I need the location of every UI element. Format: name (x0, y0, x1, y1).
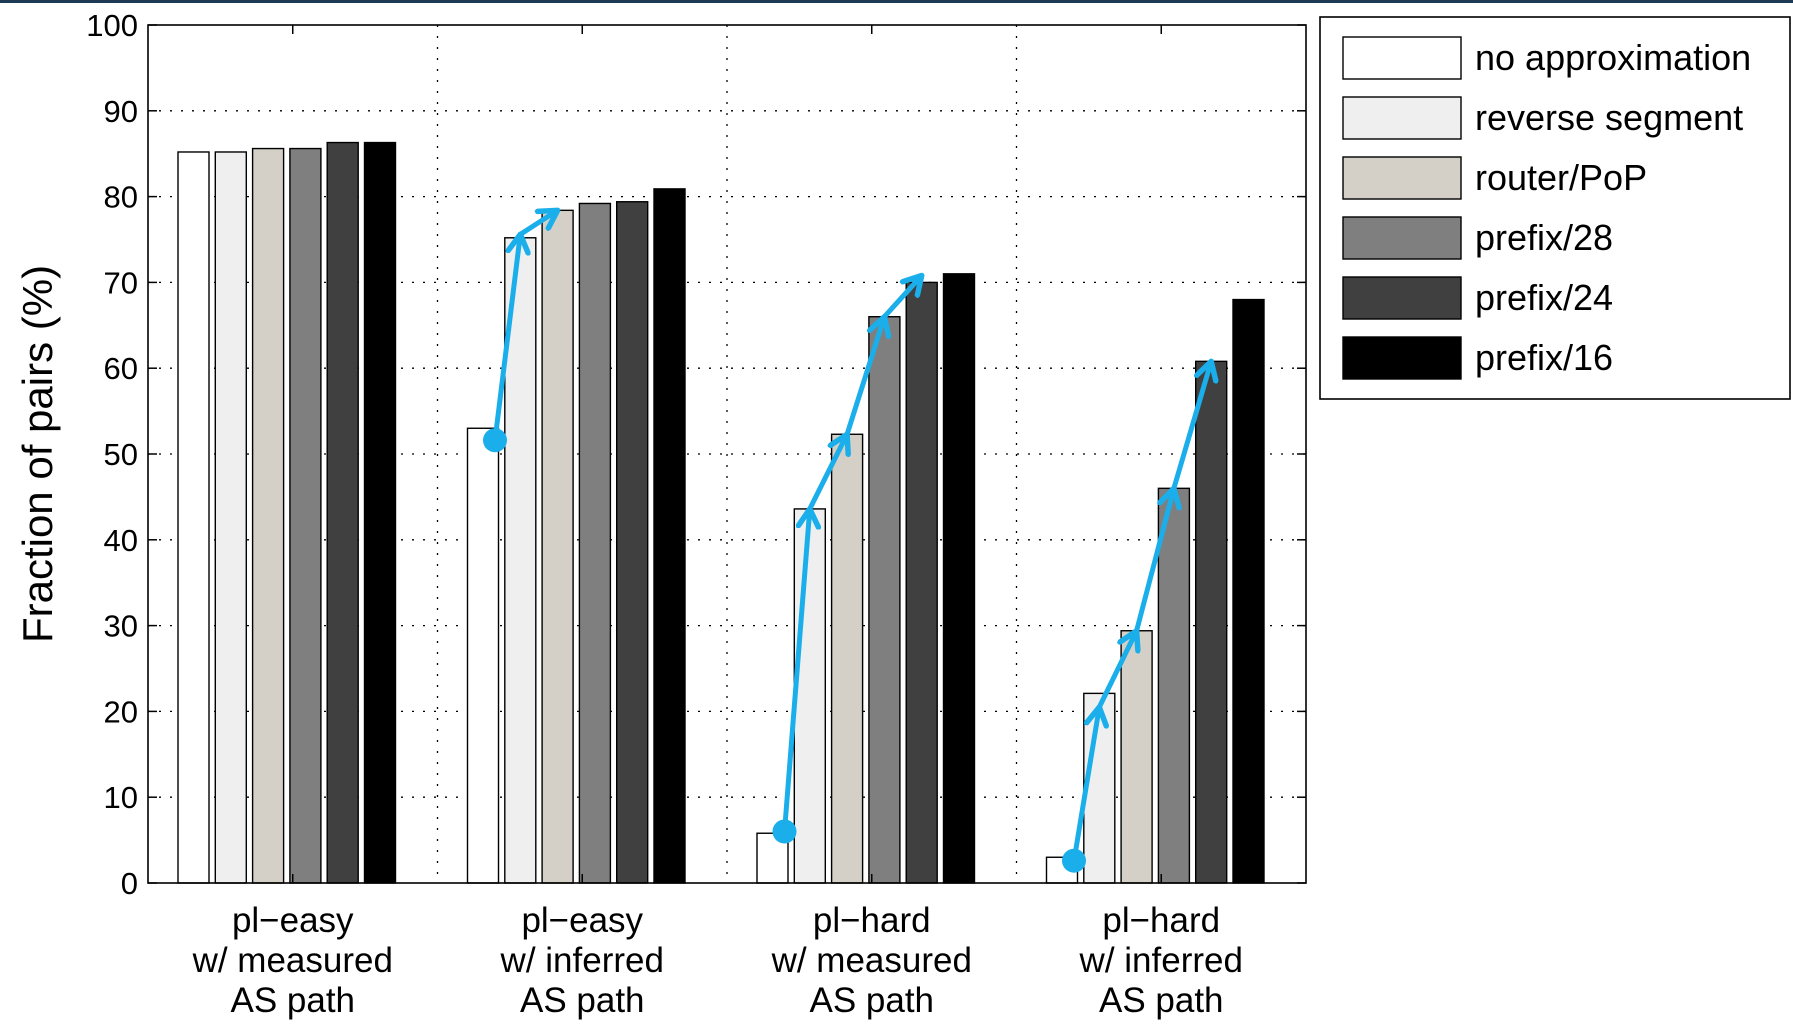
y-tick-label: 50 (104, 437, 138, 472)
legend-swatch (1342, 276, 1462, 320)
top-border (0, 0, 1793, 3)
bar (466, 427, 500, 884)
bar (1157, 487, 1191, 884)
x-category-label: AS path (520, 981, 645, 1020)
annotation-arrow (492, 234, 520, 443)
x-category-label: pl−easy (521, 901, 643, 940)
bars (177, 141, 1265, 884)
x-category-label: w/ measured (771, 941, 972, 980)
y-tick-label: 10 (104, 780, 138, 815)
y-axis-label: Fraction of pairs (%) (14, 265, 61, 643)
bar (793, 508, 826, 884)
bar (326, 141, 359, 884)
annotation-arrow (807, 434, 847, 512)
legend-label: router/PoP (1475, 157, 1647, 198)
y-tick-label: 70 (104, 265, 138, 300)
legend-swatch (1342, 36, 1462, 80)
bar (905, 281, 938, 884)
x-category-label: AS path (809, 981, 934, 1020)
y-tick-label: 30 (104, 609, 138, 644)
bar (942, 273, 976, 884)
grid (148, 25, 1306, 883)
y-tick-label: 60 (104, 351, 138, 386)
bar (251, 147, 285, 884)
x-category-label: AS path (1099, 981, 1224, 1020)
x-category-label: pl−hard (813, 901, 931, 940)
y-tick-label: 100 (86, 8, 138, 43)
x-category-label: pl−hard (1102, 901, 1220, 940)
y-tick-label: 90 (104, 94, 138, 129)
bar (541, 209, 574, 884)
annotation-arrow (881, 276, 921, 320)
legend-swatch (1342, 96, 1462, 140)
x-category-label: pl−easy (232, 901, 354, 940)
x-category-label: w/ measured (192, 941, 393, 980)
legend-swatch (1342, 336, 1462, 380)
legend-label: prefix/16 (1475, 337, 1613, 378)
x-category-label: w/ inferred (1079, 941, 1243, 980)
x-category-label: AS path (230, 981, 355, 1020)
bar (616, 201, 649, 884)
bar (1194, 360, 1228, 884)
x-category-label: w/ inferred (500, 941, 664, 980)
legend-label: no approximation (1475, 37, 1751, 78)
y-tick-label: 40 (104, 523, 138, 558)
annotation-arrow (1071, 707, 1099, 864)
bar (830, 433, 864, 884)
annotation-arrow (1171, 361, 1211, 491)
legend-swatch (1342, 216, 1462, 260)
annotation-arrow (782, 509, 810, 835)
legend-label: prefix/24 (1475, 277, 1613, 318)
legend-label: reverse segment (1475, 97, 1743, 138)
annotation-arrow (1134, 488, 1174, 634)
bar (868, 316, 901, 884)
bar (1120, 630, 1153, 884)
bar (578, 202, 612, 884)
bar (504, 237, 537, 884)
bar (214, 151, 248, 884)
annotation-arrow (517, 210, 557, 237)
bar (289, 147, 322, 884)
legend-box (1319, 16, 1791, 400)
y-tick-label: 20 (104, 694, 138, 729)
annotation-arrows (483, 210, 1211, 873)
bar (653, 188, 686, 884)
bar (177, 151, 210, 884)
bar (1232, 298, 1265, 884)
y-tick-label: 0 (121, 866, 138, 901)
legend-swatch (1342, 156, 1462, 200)
bar (363, 141, 397, 884)
annotation-arrow (1096, 631, 1136, 710)
y-tick-label: 80 (104, 180, 138, 215)
legend: no approximation reverse segment router/Po… (1319, 16, 1791, 400)
annotation-arrow (844, 317, 884, 437)
legend-label: prefix/28 (1475, 217, 1613, 258)
